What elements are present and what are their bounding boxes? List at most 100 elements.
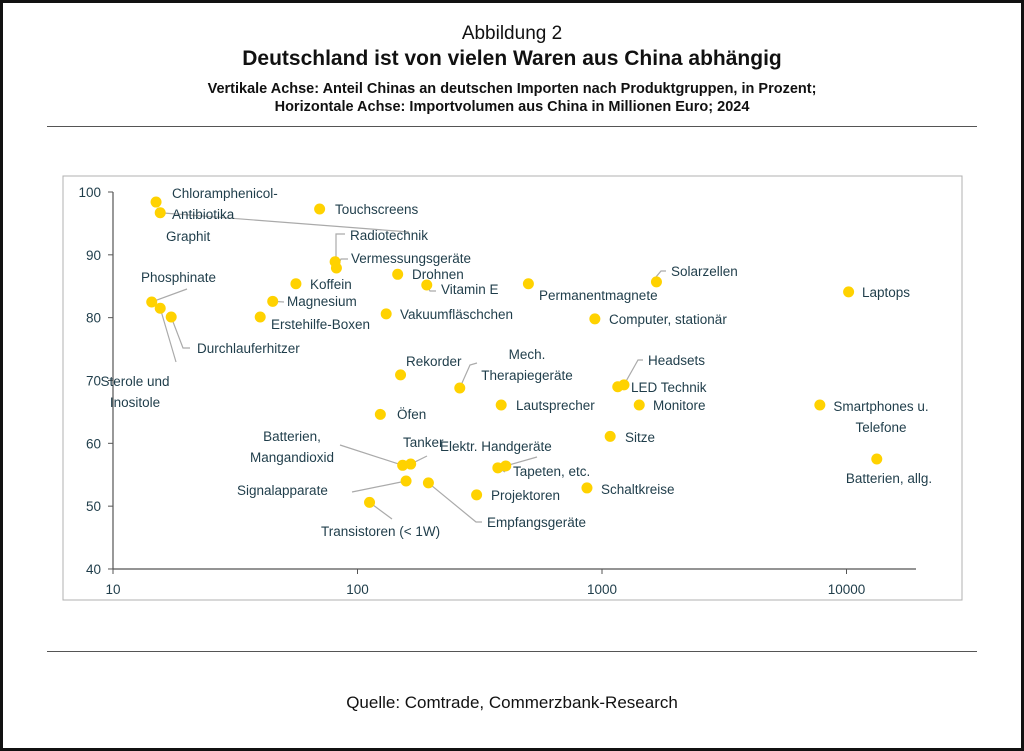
point-label: Elektr. Handgeräte xyxy=(440,439,552,454)
data-point xyxy=(581,482,593,494)
point-label: Tanker xyxy=(403,435,444,450)
bottom-divider xyxy=(47,651,977,652)
leader-line xyxy=(170,316,190,349)
data-point xyxy=(290,278,302,290)
x-tick-label: 10000 xyxy=(828,582,866,597)
data-point xyxy=(843,286,855,298)
point-label: Magnesium xyxy=(287,294,357,309)
data-point xyxy=(165,311,177,323)
point-label: Solarzellen xyxy=(671,264,738,279)
axes: 40 50 60 70 80 90 100 10 100 1000 10000 xyxy=(78,185,916,597)
point-label: Empfangsgeräte xyxy=(487,515,586,530)
point-label: Signalapparate xyxy=(237,483,328,498)
data-point xyxy=(612,381,624,393)
point-label: Vitamin E xyxy=(441,282,499,297)
point-label: Batterien, xyxy=(263,429,321,444)
point-label: Mangandioxid xyxy=(250,450,334,465)
data-point xyxy=(471,489,483,501)
data-point xyxy=(364,496,376,508)
leader-line xyxy=(339,444,403,466)
data-point xyxy=(154,207,166,219)
point-labels: Chloramphenicol- Antibiotika Graphit Touchs… xyxy=(100,186,932,539)
data-point xyxy=(454,382,466,394)
plot-frame xyxy=(62,175,963,601)
leader-line xyxy=(151,288,188,303)
leader-line xyxy=(160,212,410,233)
point-label: Monitore xyxy=(653,398,706,413)
x-tick-label: 10 xyxy=(105,582,120,597)
y-tick-label: 50 xyxy=(86,499,101,514)
point-label: LED Technik xyxy=(631,380,707,395)
figure-label: Abbildung 2 xyxy=(461,23,563,44)
point-label: Touchscreens xyxy=(335,202,419,217)
point-label: Sitze xyxy=(625,430,655,445)
data-point xyxy=(254,311,266,323)
x-tick-label: 100 xyxy=(346,582,369,597)
point-label: Chloramphenicol- xyxy=(172,186,278,201)
leader-line xyxy=(159,308,177,363)
point-label: Phosphinate xyxy=(141,270,216,285)
point-label: Smartphones u. xyxy=(833,399,928,414)
point-label: Headsets xyxy=(648,353,705,368)
data-point xyxy=(492,462,504,474)
data-point xyxy=(814,399,826,411)
subtitle-line-1: Vertikale Achse: Anteil Chinas an deutsc… xyxy=(207,81,817,97)
data-point xyxy=(522,278,534,290)
point-label: Schaltkreise xyxy=(601,482,675,497)
data-point xyxy=(374,408,386,420)
point-label: Rekorder xyxy=(406,354,462,369)
data-point xyxy=(495,399,507,411)
data-point xyxy=(146,296,158,308)
y-tick-label: 100 xyxy=(78,185,101,200)
point-label: Vakuumfläschchen xyxy=(400,307,513,322)
leader-lines xyxy=(151,212,666,523)
y-tick-label: 70 xyxy=(86,373,101,388)
y-tick-label: 90 xyxy=(86,248,101,263)
point-label: Drohnen xyxy=(412,267,464,282)
data-point xyxy=(871,453,883,465)
data-point xyxy=(421,279,433,291)
data-point xyxy=(400,475,412,487)
chart-subtitle: Vertikale Achse: Anteil Chinas an deutsc… xyxy=(3,80,1021,116)
x-tick-label: 1000 xyxy=(587,582,617,597)
source-note: Quelle: Comtrade, Commerzbank-Research xyxy=(346,693,678,712)
data-point xyxy=(650,276,662,288)
point-label: Transistoren (< 1W) xyxy=(321,524,440,539)
point-label: Erstehilfe-Boxen xyxy=(271,317,370,332)
point-label: Koffein xyxy=(310,277,352,292)
point-label: Graphit xyxy=(166,229,211,244)
point-label: Permanentmagnete xyxy=(539,288,658,303)
data-point xyxy=(154,302,166,314)
subtitle-line-2: Horizontale Achse: Importvolumen aus Chi… xyxy=(274,99,750,115)
point-label: Tapeten, etc. xyxy=(513,464,590,479)
data-points xyxy=(146,196,883,508)
data-point xyxy=(314,203,326,215)
y-tick-label: 80 xyxy=(86,311,101,326)
data-point xyxy=(392,268,404,280)
point-label: Radiotechnik xyxy=(350,228,428,243)
data-point xyxy=(633,399,645,411)
point-label: Therapiegeräte xyxy=(481,368,573,383)
data-point xyxy=(589,313,601,325)
point-label: Telefone xyxy=(855,420,906,435)
data-point xyxy=(150,196,162,208)
point-label: Batterien, allg. xyxy=(846,471,932,486)
point-label: Laptops xyxy=(862,285,910,300)
data-point xyxy=(380,308,392,320)
point-label: Antibiotika xyxy=(172,207,235,222)
data-point xyxy=(330,262,342,274)
leader-line xyxy=(428,482,482,523)
y-tick-label: 40 xyxy=(86,562,101,577)
point-label: Sterole und xyxy=(100,374,169,389)
point-label: Lautsprecher xyxy=(516,398,595,413)
top-divider xyxy=(47,126,977,127)
point-label: Mech. xyxy=(509,347,546,362)
leader-line xyxy=(623,359,643,386)
data-point xyxy=(395,369,407,381)
leader-line xyxy=(459,362,478,389)
data-point xyxy=(422,477,434,489)
point-label: Durchlauferhitzer xyxy=(197,341,300,356)
data-point xyxy=(604,430,616,442)
point-label: Computer, stationär xyxy=(609,312,727,327)
